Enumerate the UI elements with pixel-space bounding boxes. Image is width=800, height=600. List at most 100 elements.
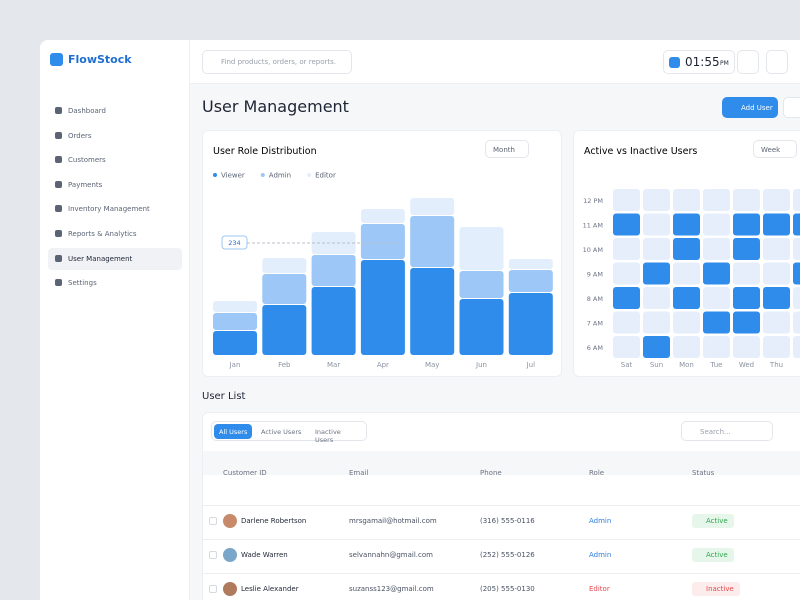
nav-icon bbox=[55, 254, 62, 262]
time-suffix: PM bbox=[720, 60, 729, 67]
phone: (316) 555-0116 bbox=[480, 517, 535, 525]
heat-cell bbox=[673, 336, 700, 358]
legend-label: Viewer bbox=[221, 172, 245, 180]
heat-cell bbox=[673, 189, 700, 211]
heat-cell bbox=[703, 213, 730, 236]
heat-cell bbox=[793, 311, 800, 334]
legend-dot bbox=[213, 173, 217, 177]
heat-cell bbox=[763, 189, 790, 211]
nav-item[interactable]: Settings bbox=[48, 272, 182, 294]
search-box[interactable]: Find products, orders, or reports. bbox=[202, 50, 352, 74]
sidebar: FlowStock Dashboard Orders Customers Paymen… bbox=[40, 40, 190, 600]
customer-name: Wade Warren bbox=[241, 551, 288, 559]
tab[interactable]: Inactive Users bbox=[315, 428, 341, 444]
bar-segment bbox=[459, 299, 504, 355]
x-tick-label: Thu bbox=[769, 361, 783, 369]
period: Week bbox=[761, 146, 781, 154]
heat-cell bbox=[613, 238, 640, 260]
bar-segment bbox=[262, 305, 307, 355]
x-tick-label: Mar bbox=[327, 361, 340, 369]
tabs: All Users Active Users Inactive Users bbox=[211, 421, 367, 444]
heat-cell bbox=[703, 238, 730, 260]
bar-segment bbox=[262, 274, 307, 304]
role: Admin bbox=[589, 517, 612, 525]
nav-icon bbox=[55, 279, 62, 287]
heat-cell bbox=[613, 311, 640, 334]
heat-cell bbox=[703, 189, 730, 211]
period-select[interactable]: Month bbox=[485, 140, 529, 158]
heat-cell bbox=[793, 336, 800, 358]
heat-cell bbox=[703, 262, 730, 285]
add-user-button[interactable]: Add User bbox=[722, 97, 778, 118]
nav-item[interactable]: Inventory Management bbox=[48, 198, 182, 220]
role-chart: User Role Distribution Viewer Admin Editor J… bbox=[213, 146, 553, 369]
nav-icon bbox=[55, 230, 62, 237]
heat-cell bbox=[673, 287, 700, 309]
column-header: Role bbox=[589, 469, 605, 477]
customer-name: Leslie Alexander bbox=[241, 585, 299, 593]
column-header: Phone bbox=[480, 469, 502, 477]
bar-segment bbox=[508, 259, 553, 269]
table-header bbox=[203, 451, 800, 475]
logo-icon bbox=[50, 53, 63, 66]
heat-cell bbox=[763, 262, 790, 285]
filter-button[interactable] bbox=[783, 97, 800, 118]
y-tick-label: 9 AM bbox=[587, 271, 603, 279]
tab[interactable]: Active Users bbox=[261, 428, 302, 436]
checkbox[interactable] bbox=[209, 517, 217, 525]
role-chart-card: User Role Distribution Viewer Admin Editor J… bbox=[202, 130, 562, 377]
heat-cell bbox=[673, 238, 700, 260]
email: selvannahn@gmail.com bbox=[349, 551, 433, 559]
column-header: Status bbox=[692, 469, 715, 477]
nav-item[interactable]: Payments bbox=[48, 174, 182, 196]
nav-icon bbox=[55, 131, 62, 139]
heat-cell bbox=[763, 287, 790, 309]
period-select[interactable]: Week bbox=[753, 140, 797, 158]
annotation-box bbox=[221, 235, 248, 250]
notifications[interactable] bbox=[737, 50, 759, 74]
heat-cell bbox=[673, 262, 700, 285]
x-tick-label: Jan bbox=[229, 361, 241, 369]
checkbox[interactable] bbox=[209, 585, 217, 593]
tab[interactable]: All Users bbox=[214, 424, 253, 439]
role: Editor bbox=[589, 585, 610, 593]
heat-cell bbox=[703, 336, 730, 358]
nav-item[interactable]: Dashboard bbox=[48, 100, 182, 122]
heat-cell bbox=[613, 287, 640, 309]
nav-label: Orders bbox=[68, 131, 92, 140]
nav-item[interactable]: Customers bbox=[48, 149, 182, 171]
heat-cell bbox=[643, 189, 670, 211]
heat-cell bbox=[733, 262, 760, 285]
list-search[interactable]: Search... bbox=[681, 421, 773, 441]
heat-cell bbox=[673, 311, 700, 334]
nav-icon bbox=[55, 156, 62, 164]
y-tick-label: 8 AM bbox=[587, 295, 603, 303]
y-tick-label: 11 AM bbox=[583, 222, 603, 230]
heat-cell bbox=[613, 262, 640, 285]
x-tick-label: May bbox=[425, 361, 439, 369]
nav-item[interactable]: Orders bbox=[48, 125, 182, 147]
avatar bbox=[223, 548, 237, 562]
heat-cell bbox=[703, 287, 730, 309]
customer-name: Darlene Robertson bbox=[241, 517, 307, 525]
legend-dot bbox=[260, 173, 265, 177]
checkbox[interactable] bbox=[209, 551, 217, 559]
share[interactable] bbox=[766, 50, 788, 74]
y-tick-label: 10 AM bbox=[583, 246, 603, 254]
role: Admin bbox=[589, 551, 612, 559]
x-tick-label: Jul bbox=[526, 361, 536, 369]
nav-item[interactable]: User Management bbox=[48, 247, 182, 270]
nav-item[interactable]: Reports & Analytics bbox=[48, 223, 182, 245]
x-tick-label: Feb bbox=[278, 361, 291, 369]
nav-icon bbox=[55, 205, 62, 213]
heat-cell bbox=[763, 238, 790, 260]
row-divider bbox=[203, 505, 800, 506]
heat-cell bbox=[673, 213, 700, 236]
bar-segment bbox=[213, 313, 257, 330]
page-title: User Management bbox=[202, 97, 349, 116]
y-tick-label: 7 AM bbox=[587, 320, 603, 328]
clock: 01:55 PM bbox=[663, 50, 735, 74]
bar-segment bbox=[311, 287, 356, 355]
bar-segment bbox=[459, 271, 504, 298]
add-user-label: Add User bbox=[741, 104, 773, 112]
